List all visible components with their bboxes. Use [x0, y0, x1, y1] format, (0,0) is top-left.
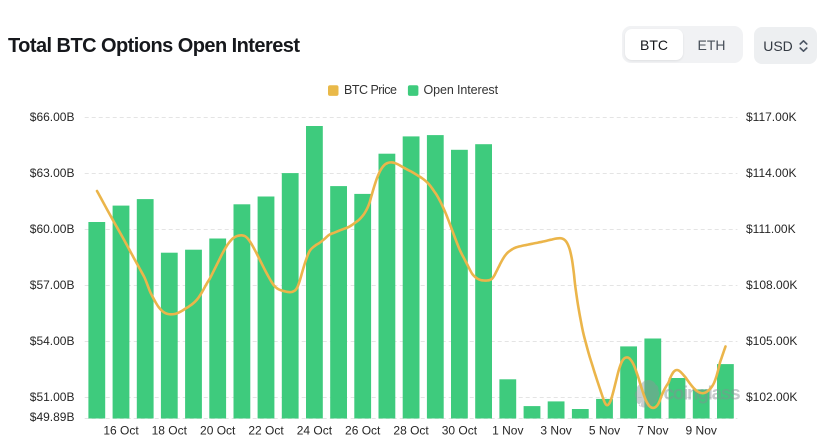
svg-text:$57.00B: $57.00B — [30, 278, 75, 292]
svg-text:$49.89B: $49.89B — [30, 410, 75, 424]
svg-text:Open Interest: Open Interest — [424, 83, 499, 97]
svg-text:5 Nov: 5 Nov — [589, 423, 620, 437]
svg-text:$108.00K: $108.00K — [746, 278, 797, 292]
svg-text:3 Nov: 3 Nov — [540, 423, 571, 437]
svg-text:$102.00K: $102.00K — [746, 390, 797, 404]
svg-text:20 Oct: 20 Oct — [200, 423, 236, 437]
svg-text:16 Oct: 16 Oct — [103, 423, 139, 437]
svg-text:$111.00K: $111.00K — [746, 222, 796, 236]
svg-text:24 Oct: 24 Oct — [297, 423, 333, 437]
svg-text:$117.00K: $117.00K — [746, 110, 797, 124]
svg-text:22 Oct: 22 Oct — [248, 423, 284, 437]
svg-text:$63.00B: $63.00B — [30, 166, 75, 180]
svg-text:BTC Price: BTC Price — [344, 83, 397, 97]
svg-text:$66.00B: $66.00B — [30, 110, 75, 124]
svg-text:$54.00B: $54.00B — [30, 334, 75, 348]
svg-text:30 Oct: 30 Oct — [442, 423, 478, 437]
svg-text:7 Nov: 7 Nov — [637, 423, 668, 437]
svg-text:$114.00K: $114.00K — [746, 166, 797, 180]
svg-text:9 Nov: 9 Nov — [686, 423, 717, 437]
svg-text:18 Oct: 18 Oct — [152, 423, 188, 437]
svg-text:$105.00K: $105.00K — [746, 334, 797, 348]
svg-text:28 Oct: 28 Oct — [393, 423, 429, 437]
svg-text:$51.00B: $51.00B — [30, 390, 75, 404]
svg-text:26 Oct: 26 Oct — [345, 423, 381, 437]
svg-text:$60.00B: $60.00B — [30, 222, 75, 236]
svg-text:1 Nov: 1 Nov — [492, 423, 523, 437]
